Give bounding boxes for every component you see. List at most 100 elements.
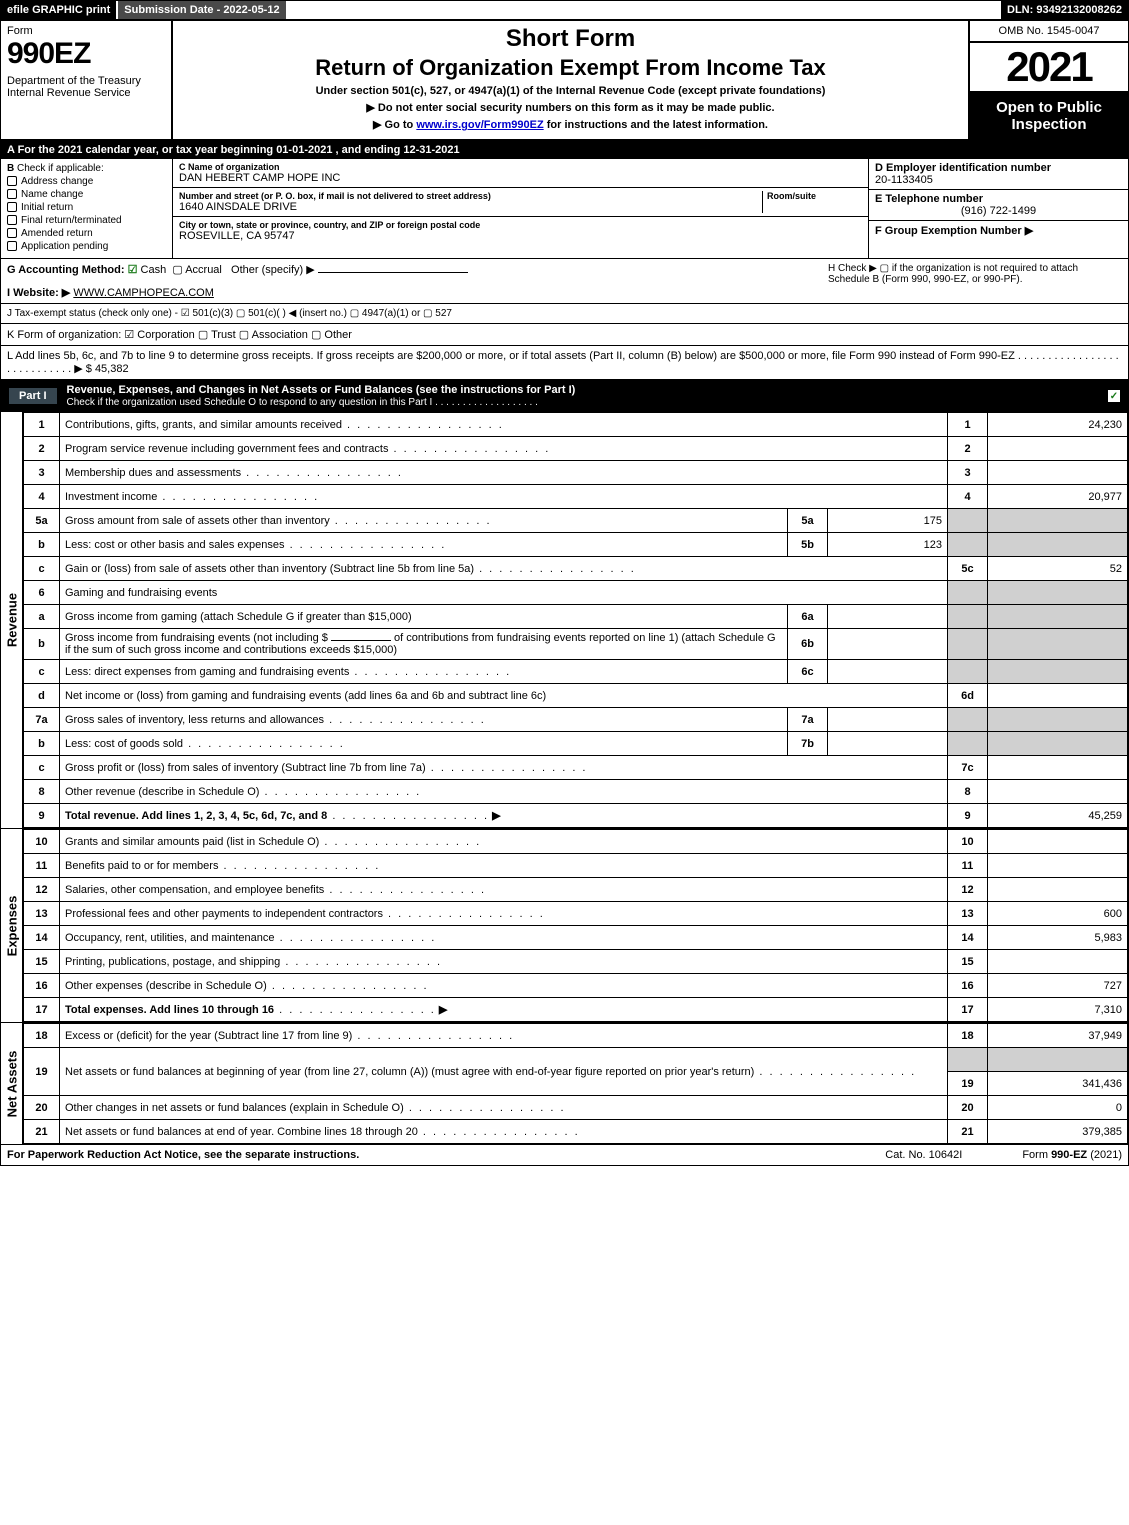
sub3-pre: ▶ Go to [373,119,416,131]
other-specify-input[interactable] [318,272,468,273]
checkbox-icon[interactable] [7,228,17,238]
main-title: Return of Organization Exempt From Incom… [179,55,962,81]
line-5a: 5aGross amount from sale of assets other… [24,509,1128,533]
tel-label: E Telephone number [875,193,1122,205]
line-6a: aGross income from gaming (attach Schedu… [24,605,1128,629]
line-14: 14Occupancy, rent, utilities, and mainte… [24,926,1128,950]
line-13: 13Professional fees and other payments t… [24,902,1128,926]
row-gh: G Accounting Method: ☑ Cash ▢ Accrual Ot… [1,259,1128,304]
org-name-label: C Name of organization [179,162,862,172]
part1-header: Part I Revenue, Expenses, and Changes in… [1,380,1128,412]
sub3-post: for instructions and the latest informat… [544,119,768,131]
line-17: 17Total expenses. Add lines 10 through 1… [24,998,1128,1022]
omb-number: OMB No. 1545-0047 [970,21,1128,43]
revenue-section: Revenue 1Contributions, gifts, grants, a… [1,412,1128,829]
l-value: 45,382 [95,363,129,375]
tax-year: 2021 [970,43,1128,93]
row-h: H Check ▶ ▢ if the organization is not r… [822,263,1122,299]
line-6b: bGross income from fundraising events (n… [24,629,1128,660]
checkbox-icon[interactable] [7,215,17,225]
dln: DLN: 93492132008262 [1001,1,1128,19]
b-label: B [7,163,14,174]
netassets-section: Net Assets 18Excess or (deficit) for the… [1,1023,1128,1145]
org-city-block: City or town, state or province, country… [173,217,868,245]
schedule-o-check-icon: ✓ [1108,390,1120,402]
org-name: DAN HEBERT CAMP HOPE INC [179,172,862,184]
room-label: Room/suite [767,191,862,201]
topbar: efile GRAPHIC print Submission Date - 20… [1,1,1128,21]
line-1: 1Contributions, gifts, grants, and simil… [24,413,1128,437]
form-page: efile GRAPHIC print Submission Date - 20… [0,0,1129,1166]
g-label: G Accounting Method: [7,264,125,276]
subtitle-2: ▶ Do not enter social security numbers o… [179,101,962,114]
section-bcd: B Check if applicable: Address change Na… [1,159,1128,259]
row-a-tax-year: A For the 2021 calendar year, or tax yea… [1,141,1128,159]
b-text: Check if applicable: [17,163,104,174]
line-15: 15Printing, publications, postage, and s… [24,950,1128,974]
submission-date: Submission Date - 2022-05-12 [116,1,285,19]
check-icon: ☑ [128,264,138,276]
l-text: L Add lines 5b, 6c, and 7b to line 9 to … [7,350,1119,375]
row-k: K Form of organization: ☑ Corporation ▢ … [1,324,1128,346]
row-j: J Tax-exempt status (check only one) - ☑… [1,304,1128,324]
org-name-block: C Name of organization DAN HEBERT CAMP H… [173,159,868,188]
part1-title: Revenue, Expenses, and Changes in Net As… [67,384,576,396]
open-inspection: Open to Public Inspection [970,93,1128,139]
chk-address: Address change [7,176,166,187]
header: Form 990EZ Department of the Treasury In… [1,21,1128,141]
tel-block: E Telephone number (916) 722-1499 [869,190,1128,221]
chk-final: Final return/terminated [7,215,166,226]
line-21: 21Net assets or fund balances at end of … [24,1120,1128,1144]
netassets-side-label: Net Assets [1,1023,23,1144]
checkbox-icon[interactable] [7,189,17,199]
line-6: 6Gaming and fundraising events [24,581,1128,605]
footer-catno: Cat. No. 10642I [885,1149,962,1161]
checkbox-icon[interactable] [7,176,17,186]
form-number: 990EZ [7,37,165,71]
col-b-checkboxes: B Check if applicable: Address change Na… [1,159,173,258]
line-5c: cGain or (loss) from sale of assets othe… [24,557,1128,581]
telephone: (916) 722-1499 [875,205,1122,217]
col-c-org: C Name of organization DAN HEBERT CAMP H… [173,159,868,258]
irs-link[interactable]: www.irs.gov/Form990EZ [416,119,543,131]
website: WWW.CAMPHOPECA.COM [73,287,214,299]
checkbox-icon[interactable] [7,241,17,251]
addr-label: Number and street (or P. O. box, if mail… [179,191,762,201]
line-12: 12Salaries, other compensation, and empl… [24,878,1128,902]
org-address: 1640 AINSDALE DRIVE [179,201,762,213]
line-10: 10Grants and similar amounts paid (list … [24,830,1128,854]
chk-name: Name change [7,189,166,200]
line-5b: bLess: cost or other basis and sales exp… [24,533,1128,557]
group-exempt-block: F Group Exemption Number ▶ [869,221,1128,240]
line-7a: 7aGross sales of inventory, less returns… [24,708,1128,732]
ein: 20-1133405 [875,174,1122,186]
row-l: L Add lines 5b, 6c, and 7b to line 9 to … [1,346,1128,380]
chk-pending: Application pending [7,241,166,252]
part1-tag: Part I [9,388,57,404]
line-2: 2Program service revenue including gover… [24,437,1128,461]
line-6c: cLess: direct expenses from gaming and f… [24,660,1128,684]
line-11: 11Benefits paid to or for members11 [24,854,1128,878]
line-19: 19Net assets or fund balances at beginni… [24,1048,1128,1072]
subtitle-1: Under section 501(c), 527, or 4947(a)(1)… [179,85,962,97]
chk-amended: Amended return [7,228,166,239]
line-3: 3Membership dues and assessments3 [24,461,1128,485]
line-16: 16Other expenses (describe in Schedule O… [24,974,1128,998]
group-label: F Group Exemption Number ▶ [875,224,1122,237]
col-def: D Employer identification number 20-1133… [868,159,1128,258]
city-label: City or town, state or province, country… [179,220,862,230]
checkbox-icon[interactable] [7,202,17,212]
line-7c: cGross profit or (loss) from sales of in… [24,756,1128,780]
efile-label: efile GRAPHIC print [1,1,116,19]
part1-sub: Check if the organization used Schedule … [67,397,538,408]
line-6d: dNet income or (loss) from gaming and fu… [24,684,1128,708]
expenses-section: Expenses 10Grants and similar amounts pa… [1,829,1128,1023]
org-addr-block: Number and street (or P. O. box, if mail… [173,188,868,217]
expenses-side-label: Expenses [1,829,23,1022]
department: Department of the Treasury Internal Reve… [7,75,165,99]
org-city: ROSEVILLE, CA 95747 [179,230,862,242]
short-form-title: Short Form [179,25,962,53]
line-9: 9Total revenue. Add lines 1, 2, 3, 4, 5c… [24,804,1128,828]
footer-notice: For Paperwork Reduction Act Notice, see … [7,1149,359,1161]
chk-initial: Initial return [7,202,166,213]
